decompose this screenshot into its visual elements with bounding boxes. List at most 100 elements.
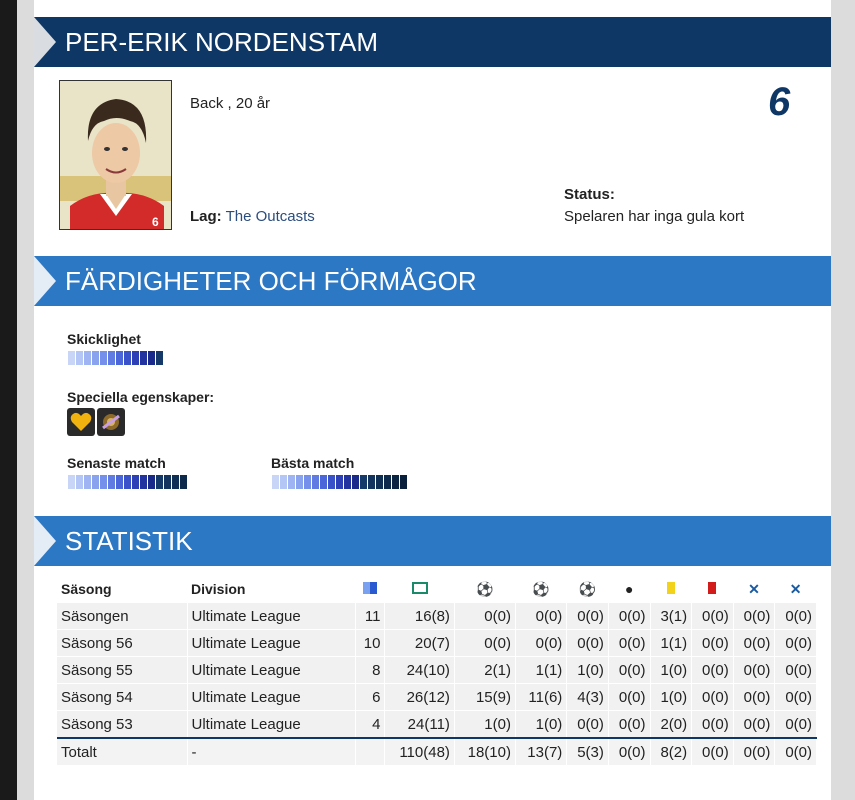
goal-icon: ⚽: [532, 580, 550, 597]
skill-bar: [68, 351, 163, 365]
cell-division: Ultimate League: [187, 710, 356, 739]
bar-segment: [384, 475, 391, 489]
cell-stat: 24(10): [384, 656, 455, 684]
cell-stat: 0(0): [691, 629, 734, 657]
header-arrow: [34, 516, 56, 566]
cell-season: Säsong 54: [57, 683, 188, 711]
bar-segment: [296, 475, 303, 489]
cell-stat: 1(0): [650, 683, 693, 711]
cell-stat: 16(8): [384, 603, 455, 630]
cell-stat: 11(6): [515, 683, 568, 711]
bar-segment: [288, 475, 295, 489]
cell-stat: 2(1): [454, 656, 516, 684]
bar-segment: [280, 475, 287, 489]
cell-stat: 8: [355, 656, 386, 684]
bar-segment: [164, 475, 171, 489]
cell-stat: 0(0): [774, 656, 817, 684]
status-label: Status:: [564, 186, 615, 203]
position-age: Back , 20 år: [190, 95, 271, 112]
bar-segment: [312, 475, 319, 489]
stats-row: Säsong 53 Ultimate League 4 24(11) 1(0) 1(0) 0…: [57, 710, 817, 739]
col-season: Säsong: [61, 581, 112, 597]
special-label: Speciella egenskaper:: [67, 389, 215, 405]
cell-stat: 3(1): [650, 603, 693, 630]
cell-stat: 0(0): [691, 683, 734, 711]
bar-segment: [376, 475, 383, 489]
cell-stat: 1(0): [515, 710, 568, 739]
bar-segment: [92, 351, 99, 365]
bar-segment: [172, 475, 179, 489]
best-match-label: Bästa match: [271, 455, 355, 471]
bar-segment: [148, 475, 155, 489]
skill-label: Skicklighet: [67, 331, 141, 347]
stats-header-row: Säsong Division ⚽ ⚽ ⚽ ● ✕ ✕: [57, 575, 817, 603]
cell-stat: 1(0): [566, 656, 609, 684]
bar-segment: [156, 351, 163, 365]
team-line: Lag: The Outcasts: [190, 208, 315, 225]
cell-stat: 0(0): [733, 629, 776, 657]
team-link[interactable]: The Outcasts: [225, 208, 315, 225]
stats-row: Säsong 56 Ultimate League 10 20(7) 0(0) 0(0) 0…: [57, 629, 817, 657]
bar-segment: [76, 475, 83, 489]
cell-stat: 0(0): [733, 656, 776, 684]
player-name-header: PER-ERIK NORDENSTAM: [34, 17, 831, 67]
svg-text:6: 6: [152, 215, 159, 229]
bar-segment: [368, 475, 375, 489]
cell-stat: 0(0): [691, 656, 734, 684]
bar-segment: [124, 351, 131, 365]
cell-stat: 0(0): [774, 710, 817, 739]
cell-division: Ultimate League: [187, 603, 356, 630]
cell-season: Säsong 55: [57, 656, 188, 684]
cell-stat: 2(0): [650, 710, 693, 739]
cell-stat: 0(0): [608, 683, 651, 711]
matches-icon: [355, 575, 385, 603]
bar-segment: [180, 475, 187, 489]
cell-stat: 1(1): [650, 629, 693, 657]
col-division: Division: [191, 581, 246, 597]
cell-season: Säsong 53: [57, 710, 188, 739]
red-card-icon: [692, 575, 734, 603]
cell-stat: 0(0): [608, 629, 651, 657]
bar-segment: [124, 475, 131, 489]
bar-segment: [108, 351, 115, 365]
player-portrait: 6: [59, 80, 172, 230]
bar-segment: [148, 351, 155, 365]
cell-stat: 1(0): [454, 710, 516, 739]
gear-badge-icon[interactable]: [97, 408, 125, 436]
cell-division: Ultimate League: [187, 683, 356, 711]
cell-stat: 5(3): [566, 737, 609, 766]
cell-season: Totalt: [57, 737, 188, 766]
bar-segment: [140, 351, 147, 365]
bar-segment: [392, 475, 399, 489]
bar-segment: [132, 475, 139, 489]
cell-stat: 0(0): [733, 683, 776, 711]
stats-title: STATISTIK: [65, 526, 193, 556]
cross-icon: ✕: [748, 580, 760, 597]
heart-icon[interactable]: [67, 408, 95, 436]
cell-stat: 4: [355, 710, 386, 739]
bar-segment: [92, 475, 99, 489]
cell-stat: 0(0): [608, 656, 651, 684]
bar-segment: [272, 475, 279, 489]
cell-stat: 13(7): [515, 737, 568, 766]
bar-segment: [100, 475, 107, 489]
stats-table: Säsong Division ⚽ ⚽ ⚽ ● ✕ ✕ Säsongen Ulti…: [57, 575, 817, 766]
skills-header: FÄRDIGHETER OCH FÖRMÅGOR: [34, 256, 831, 306]
bar-segment: [84, 475, 91, 489]
cell-stat: 1(1): [515, 656, 568, 684]
stats-total-row: Totalt -110(48) 18(10) 13(7) 5(3) 0(0) 8(2) 0(0…: [57, 737, 817, 766]
cell-stat: 0(0): [608, 710, 651, 739]
header-arrow: [34, 256, 56, 306]
cell-division: Ultimate League: [187, 629, 356, 657]
cell-stat: 0(0): [454, 629, 516, 657]
cell-stat: 8(2): [650, 737, 693, 766]
header-arrow: [34, 17, 56, 67]
stats-header: STATISTIK: [34, 516, 831, 566]
goal-small-icon: ⚽: [578, 580, 597, 597]
status-value: Spelaren har inga gula kort: [564, 208, 745, 225]
bar-segment: [352, 475, 359, 489]
cell-stat: 0(0): [774, 629, 817, 657]
cell-stat: 0(0): [515, 603, 568, 630]
bar-segment: [116, 475, 123, 489]
cell-stat: 0(0): [691, 737, 734, 766]
